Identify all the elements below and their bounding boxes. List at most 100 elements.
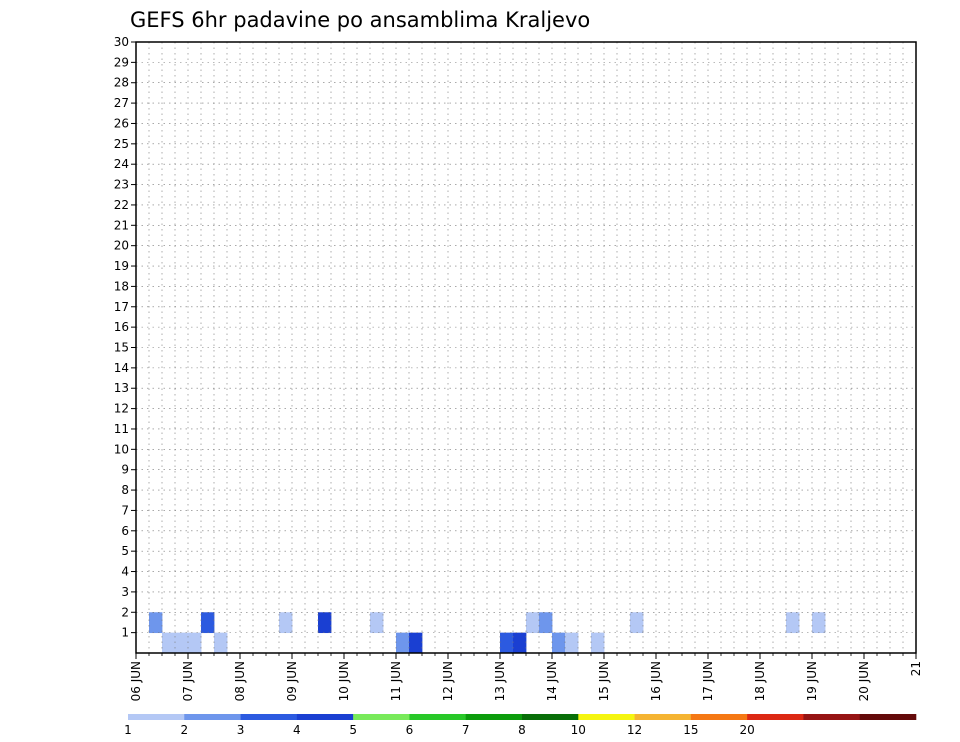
x-tick-label: 21 [909,661,923,676]
y-tick-label: 1 [121,626,129,640]
y-tick-label: 24 [114,157,129,171]
y-tick-label: 17 [114,300,129,314]
colorbar-swatch [240,714,298,720]
y-tick-label: 27 [114,96,129,110]
y-tick-label: 21 [114,218,129,232]
colorbar-label: 20 [740,723,755,737]
y-tick-label: 9 [121,463,129,477]
y-tick-label: 19 [114,259,129,273]
colorbar-swatch [634,714,692,720]
x-tick-label: 19 JUN [805,661,819,701]
precip-cell [500,632,514,654]
y-tick-label: 13 [114,381,129,395]
y-tick-label: 4 [121,565,129,579]
precip-cell [279,612,293,634]
precip-cell [396,632,410,654]
colorbar-label: 3 [237,723,245,737]
y-tick-label: 28 [114,76,129,90]
y-axis-ticks: 1234567891011121314151617181920212223242… [114,35,136,640]
colorbar-label: 4 [293,723,301,737]
y-tick-label: 30 [114,35,129,49]
grid-lines [136,42,916,653]
colorbar-swatch [465,714,523,720]
colorbar-label: 15 [683,723,698,737]
y-tick-label: 23 [114,178,129,192]
colorbar-swatch [128,714,185,720]
y-tick-label: 2 [121,605,129,619]
colorbar-swatch [296,714,354,720]
y-tick-label: 6 [121,524,129,538]
precip-cell [188,632,202,654]
precip-cell [591,632,605,654]
y-tick-label: 12 [114,402,129,416]
y-tick-label: 10 [114,442,129,456]
x-tick-label: 06 JUN [129,661,143,701]
x-tick-label: 08 JUN [233,661,247,701]
precip-cell [149,612,163,634]
colorbar-label: 7 [462,723,470,737]
precip-cell [526,612,540,634]
precip-cell [513,632,527,654]
precip-cells [149,612,826,654]
colorbar-swatch [690,714,748,720]
x-tick-label: 11 JUN [389,661,403,701]
colorbar-swatch [747,714,804,720]
colorbar-swatch [353,714,410,720]
x-tick-label: 12 JUN [441,661,455,701]
chart-title: GEFS 6hr padavine po ansamblima Kraljevo [130,8,590,32]
y-tick-label: 8 [121,483,129,497]
precip-cell [370,612,384,634]
y-tick-label: 15 [114,341,129,355]
y-tick-label: 11 [114,422,129,436]
y-tick-label: 18 [114,279,129,293]
x-tick-label: 13 JUN [493,661,507,701]
x-tick-label: 16 JUN [649,661,663,701]
precip-cell [630,612,644,634]
y-tick-label: 14 [114,361,129,375]
precip-cell [552,632,566,654]
x-tick-label: 18 JUN [753,661,767,701]
y-tick-label: 29 [114,55,129,69]
colorbar-label: 2 [180,723,188,737]
y-tick-label: 16 [114,320,129,334]
precip-cell [201,612,215,634]
x-tick-label: 17 JUN [701,661,715,701]
precip-cell [318,612,332,634]
colorbar: 1 2 3 4 5 6 7 8 10 12 15 20 [124,714,917,737]
x-axis-ticks: 06 JUN 07 JUN 08 JUN 09 JUN 10 JUN 11 JUN 12 J… [129,653,923,701]
y-tick-label: 20 [114,239,129,253]
x-tick-label: 10 JUN [337,661,351,701]
precip-cell [565,632,579,654]
y-tick-label: 7 [121,503,129,517]
colorbar-swatch [803,714,861,720]
precip-cell [175,632,189,654]
y-tick-label: 3 [121,585,129,599]
x-tick-label: 15 JUN [597,661,611,701]
colorbar-label: 6 [406,723,414,737]
precip-cell [162,632,176,654]
colorbar-swatch [184,714,241,720]
precip-cell [539,612,553,634]
y-tick-label: 22 [114,198,129,212]
x-tick-label: 14 JUN [545,661,559,701]
precip-cell [786,612,800,634]
precip-cell [812,612,826,634]
x-tick-label: 09 JUN [285,661,299,701]
y-tick-label: 26 [114,116,129,130]
precip-cell [214,632,228,654]
x-tick-label: 07 JUN [181,661,195,701]
y-tick-label: 5 [121,544,129,558]
colorbar-swatch [522,714,579,720]
colorbar-label: 5 [349,723,357,737]
colorbar-label: 12 [627,723,642,737]
colorbar-label: 10 [571,723,586,737]
colorbar-swatch [859,714,917,720]
x-tick-label: 20 JUN [857,661,871,701]
colorbar-swatch [409,714,467,720]
precip-cell [409,632,423,654]
colorbar-swatch [578,714,635,720]
y-tick-label: 25 [114,137,129,151]
colorbar-label: 1 [124,723,132,737]
